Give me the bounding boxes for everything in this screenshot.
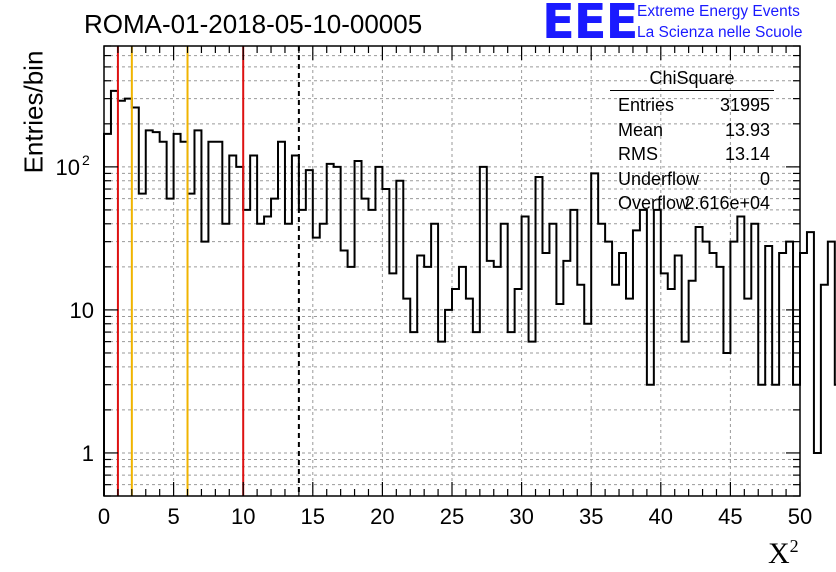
stats-row: Overflow 2.616e+04 bbox=[610, 191, 774, 216]
stats-title: ChiSquare bbox=[610, 66, 774, 91]
x-tick-label: 5 bbox=[167, 504, 179, 529]
x-tick-label: 10 bbox=[231, 504, 255, 529]
stats-row: RMS 13.14 bbox=[610, 142, 774, 167]
x-tick-label: 40 bbox=[649, 504, 673, 529]
y-tick-label: 10 bbox=[56, 155, 80, 180]
x-tick-label: 15 bbox=[301, 504, 325, 529]
stats-value: 0 bbox=[759, 168, 770, 189]
x-tick-label: 0 bbox=[98, 504, 110, 529]
x-tick-label: 35 bbox=[579, 504, 603, 529]
stats-row: Entries 31995 bbox=[610, 93, 774, 118]
eee-logo: EEE bbox=[542, 0, 638, 50]
logo-line-2: La Scienza nelle Scuole bbox=[637, 24, 803, 41]
x-tick-label: 25 bbox=[440, 504, 464, 529]
stats-key: Entries bbox=[618, 95, 675, 115]
logo-line-1: Extreme Energy Events bbox=[637, 3, 800, 20]
histogram-series bbox=[103, 89, 836, 496]
stats-row: Mean 13.93 bbox=[610, 118, 774, 143]
x-tick-label: 45 bbox=[718, 504, 742, 529]
stats-value: 31995 bbox=[719, 95, 770, 115]
y-tick-label: 10 bbox=[70, 298, 94, 323]
x-tick-label: 20 bbox=[370, 504, 394, 529]
x-tick-label: 30 bbox=[509, 504, 533, 529]
stats-box: ChiSquare Entries 31995 Mean 13.93 RMS 1… bbox=[610, 66, 774, 216]
x-axis-label: X2 bbox=[768, 536, 799, 570]
y-axis-label: Entries/bin bbox=[18, 50, 49, 174]
stats-key: Mean bbox=[618, 119, 664, 140]
x-tick-label: 50 bbox=[788, 504, 812, 529]
stats-key: Overflow bbox=[618, 193, 690, 213]
y-tick-label: 1 bbox=[82, 441, 94, 466]
stats-key: RMS bbox=[618, 144, 658, 164]
chart-title: ROMA-01-2018-05-10-00005 bbox=[84, 9, 423, 39]
y-tick-label-exponent: 2 bbox=[82, 152, 90, 168]
stats-value: 2.616e+04 bbox=[684, 193, 770, 213]
stats-key: Underflow bbox=[618, 168, 700, 189]
stats-row: Underflow 0 bbox=[610, 167, 774, 192]
stats-value: 13.14 bbox=[724, 144, 770, 164]
stats-value: 13.93 bbox=[724, 119, 770, 140]
